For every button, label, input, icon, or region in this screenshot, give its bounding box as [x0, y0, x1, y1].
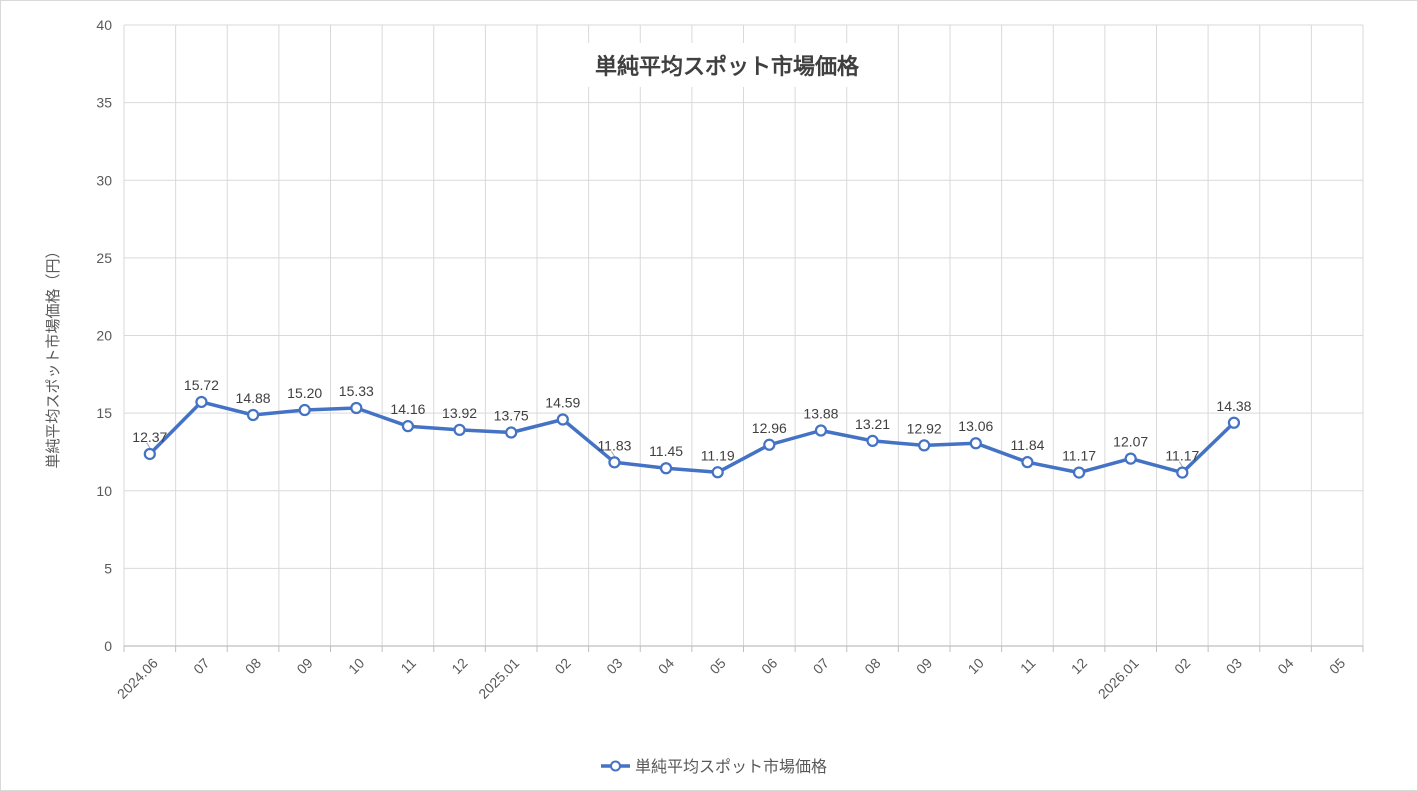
data-point-label: 11.17	[1165, 448, 1199, 464]
data-point-label: 14.59	[545, 394, 580, 410]
data-point-marker	[1021, 456, 1034, 469]
y-tick-label: 0	[104, 638, 112, 654]
x-tick-label: 02	[1171, 655, 1193, 677]
y-tick-label: 35	[96, 95, 112, 111]
x-tick-label: 04	[1274, 655, 1296, 677]
x-tick-label: 10	[345, 655, 367, 677]
data-point-marker	[711, 466, 724, 479]
data-point-marker	[763, 438, 776, 451]
series-line	[148, 400, 1236, 475]
data-point-marker	[1124, 452, 1137, 465]
data-point-label: 12.07	[1113, 434, 1148, 450]
x-tick-label: 08	[861, 655, 883, 677]
x-tick-label: 2024.06	[114, 655, 161, 702]
x-tick-label: 03	[1223, 655, 1245, 677]
data-point-marker	[1176, 466, 1189, 479]
data-point-marker	[401, 420, 415, 433]
data-point-label: 11.45	[649, 443, 683, 459]
x-tick-label: 12	[448, 655, 470, 677]
y-tick-label: 20	[96, 328, 112, 344]
legend-label: 単純平均スポット市場価格	[635, 758, 827, 776]
y-tick-label: 5	[104, 560, 112, 576]
x-tick-label: 2025.01	[475, 655, 522, 702]
x-tick-label: 03	[603, 655, 625, 677]
y-tick-label: 15	[96, 405, 112, 421]
legend: 単純平均スポット市場価格	[601, 758, 827, 776]
data-point-marker	[195, 395, 208, 409]
x-tick-label: 09	[293, 655, 315, 677]
data-point-marker	[866, 434, 879, 448]
data-point-label: 15.20	[287, 385, 322, 401]
x-tick-label: 02	[552, 655, 574, 677]
data-point-marker	[246, 408, 260, 422]
data-point-marker	[298, 403, 311, 417]
data-point-label: 11.17	[1062, 448, 1096, 464]
data-point-label: 14.38	[1216, 398, 1251, 414]
x-tick-label: 06	[758, 655, 780, 677]
y-tick-label: 30	[96, 172, 112, 188]
y-tick-label: 10	[96, 483, 112, 499]
y-tick-label: 25	[96, 250, 112, 266]
data-point-label: 14.88	[236, 390, 271, 406]
x-tick-label: 12	[1068, 655, 1090, 677]
data-point-label: 15.72	[184, 377, 219, 393]
data-point-marker	[556, 413, 569, 426]
data-point-label: 15.33	[339, 383, 374, 399]
data-point-label: 13.88	[803, 406, 838, 422]
data-point-label: 11.83	[597, 437, 631, 453]
data-point-label: 12.92	[907, 420, 942, 436]
x-tick-label: 07	[190, 655, 212, 677]
chart-title-backing	[573, 43, 883, 87]
data-point-marker	[350, 401, 363, 415]
data-point-label: 11.19	[701, 447, 735, 463]
chart-title: 単純平均スポット市場価格	[595, 54, 860, 79]
data-point-marker	[1072, 466, 1086, 479]
x-tick-label: 2026.01	[1095, 655, 1142, 702]
x-tick-label: 05	[1326, 655, 1348, 677]
data-point-marker	[918, 439, 931, 452]
x-tick-label: 05	[706, 655, 728, 677]
data-point-label: 13.92	[442, 405, 477, 421]
data-point-marker	[969, 437, 982, 450]
x-tick-label: 09	[913, 655, 935, 677]
y-tick-label: 40	[96, 17, 112, 33]
legend-marker-icon	[610, 760, 621, 772]
y-axis-title: 単純平均スポット市場価格（円）	[45, 243, 62, 468]
data-point-label: 12.96	[752, 420, 787, 436]
data-point-marker	[143, 447, 156, 461]
data-point-label: 13.21	[855, 416, 890, 432]
x-tick-label: 11	[1017, 655, 1039, 677]
data-point-label: 13.75	[494, 408, 529, 424]
x-tick-label: 08	[242, 655, 264, 677]
data-point-marker	[814, 424, 828, 437]
data-point-label: 13.06	[958, 418, 993, 434]
data-point-label: 11.84	[1010, 437, 1044, 453]
x-tick-label: 07	[810, 655, 832, 677]
data-point-marker	[608, 456, 621, 469]
x-tick-label: 10	[965, 655, 987, 677]
data-point-marker	[659, 462, 673, 475]
data-point-marker	[1227, 416, 1241, 429]
data-point-label: 14.16	[390, 401, 425, 417]
data-point-marker	[505, 426, 518, 439]
x-tick-label: 04	[655, 655, 677, 677]
data-point-marker	[453, 423, 466, 437]
data-point-label: 12.37	[132, 429, 167, 445]
x-tick-label: 11	[397, 655, 419, 677]
